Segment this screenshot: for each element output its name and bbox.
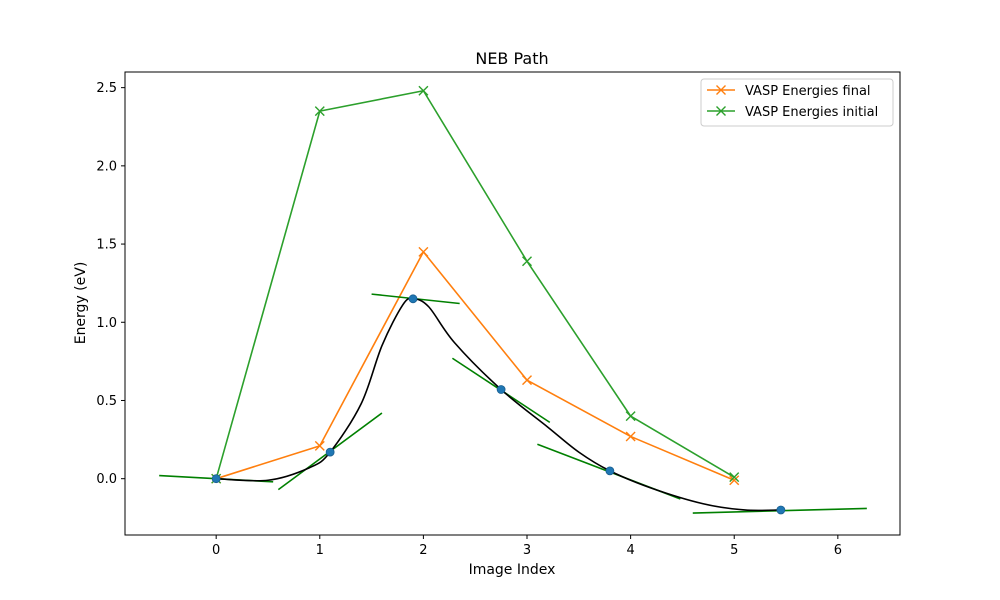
vasp-final-marker-4 <box>625 431 636 442</box>
y-tick-label-5: 2.5 <box>96 81 117 96</box>
legend-label-initial: VASP Energies initial <box>745 105 878 120</box>
vasp-initial-marker-1 <box>314 106 325 117</box>
x-tick-label-6: 6 <box>834 543 842 558</box>
chart-title: NEB Path <box>475 49 548 68</box>
legend-marker-final <box>716 85 726 95</box>
legend-box <box>700 78 894 127</box>
x-tick-label-5: 5 <box>730 543 738 558</box>
y-tick-label-0: 0.0 <box>96 472 117 487</box>
vasp-initial-marker-3 <box>522 256 532 267</box>
neb-point-2 <box>408 294 418 304</box>
legend-label-final: VASP Energies final <box>745 84 871 99</box>
y-tick-label-4: 2.0 <box>96 159 117 174</box>
x-tick-label-1: 1 <box>316 543 324 558</box>
neb-point-1 <box>325 447 335 457</box>
y-tick-label-2: 1.0 <box>96 316 117 331</box>
axes-frame <box>124 71 901 536</box>
neb-point-5 <box>776 505 786 515</box>
vasp-final-line <box>215 251 735 481</box>
y-tick-label-3: 1.5 <box>96 238 117 253</box>
neb-point-3 <box>496 385 506 394</box>
neb-point-4 <box>605 466 615 476</box>
y-tick-label-1: 0.5 <box>96 394 117 409</box>
vasp-final-marker-5 <box>729 475 740 486</box>
legend-marker-initial <box>716 106 726 116</box>
x-tick-label-2: 2 <box>419 543 427 558</box>
vasp-final-marker-2 <box>418 246 429 257</box>
vasp-final-marker-1 <box>314 440 325 451</box>
neb-point-0 <box>211 474 221 484</box>
vasp-final-marker-3 <box>522 375 532 386</box>
plot-area: 0 1 2 3 4 5 6 0.0 0.5 1.0 1.5 2.0 2.5 <box>96 71 901 558</box>
legend: VASP Energies final VASP Energies initia… <box>700 78 894 127</box>
vasp-initial-marker-5 <box>729 472 740 483</box>
x-tick-label-0: 0 <box>212 543 220 558</box>
vasp-initial-line <box>215 89 735 479</box>
x-tick-label-4: 4 <box>626 543 634 558</box>
y-axis-label: Energy (eV) <box>73 262 89 345</box>
x-axis-label: Image Index <box>469 562 556 578</box>
vasp-initial-marker-2 <box>418 85 429 96</box>
vasp-initial-marker-4 <box>625 411 636 422</box>
x-tick-label-3: 3 <box>523 543 531 558</box>
